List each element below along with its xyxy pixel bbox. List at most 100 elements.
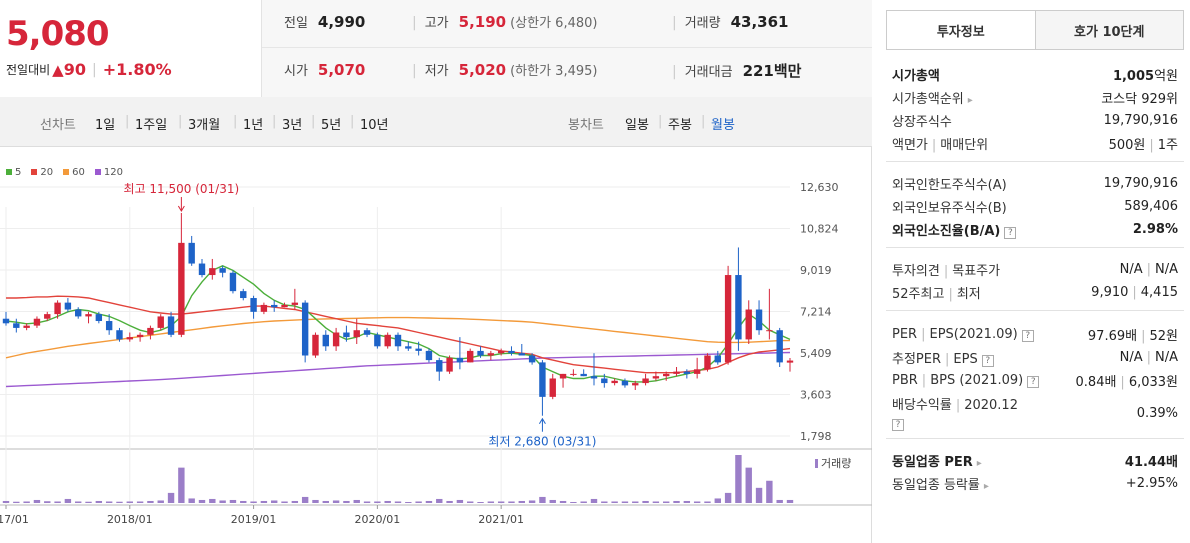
volume-bar [415, 501, 422, 503]
volume-bar [508, 501, 515, 503]
volume-bar [13, 501, 20, 503]
volume-bar [446, 500, 453, 503]
candle-body [776, 330, 783, 363]
candle-body [240, 291, 247, 299]
volume-bar [116, 501, 123, 503]
period-3y[interactable]: 3년 [282, 118, 303, 133]
volume-bar [178, 467, 185, 503]
quote-stats: 전일 4,990 | 고가 5,190 (상한가 6,480) | 거래량 43,361 시… [262, 0, 872, 97]
candle-body [229, 272, 237, 292]
candle-body [518, 353, 525, 356]
candle-body [126, 337, 133, 340]
invest-info: 시가총액 1,005억원 시가총액순위 ▸ 코스닥 929위 상장주식수 19,790,… [886, 60, 1184, 501]
volume-bar [353, 499, 360, 503]
volume-bar [291, 500, 299, 503]
info-row: 외국인한도주식수(A) 19,790,916 [892, 176, 1178, 193]
candle-body [219, 268, 226, 273]
period-1d[interactable]: 1일 [95, 118, 116, 133]
help-icon[interactable]: ? [1021, 330, 1034, 342]
volume-bar [157, 500, 164, 503]
period-selector: 선차트 1일 | 1주일 | 3개월 | 1년 | 3년 | 5년 | 10년 … [0, 97, 872, 147]
candle-body [549, 378, 556, 397]
legend-ma20: 20 [31, 167, 53, 178]
candle-body [167, 316, 175, 335]
volume-bar [477, 501, 484, 503]
x-tick-label: 2018/01 [107, 513, 153, 526]
prev-close: 전일 4,990 [284, 13, 366, 31]
help-icon[interactable]: ? [1027, 376, 1040, 388]
volume-bar [95, 500, 103, 503]
candle-chart-label: 봉차트 [568, 118, 604, 133]
cap-rank-link[interactable]: 시가총액순위 ▸ [892, 92, 973, 107]
volume-bar [621, 501, 629, 503]
day-low: | 저가 5,020 (하한가 3,495) [412, 61, 598, 79]
chevron-right-icon: ▸ [983, 481, 989, 492]
candle-weekly[interactable]: 주봉 [668, 118, 692, 133]
info-row: 시가총액순위 ▸ 코스닥 929위 [886, 86, 1184, 109]
candle-body [353, 330, 360, 338]
volume-bar [549, 499, 556, 503]
period-5y[interactable]: 5년 [321, 118, 342, 133]
candle-body [44, 314, 51, 319]
candle-monthly[interactable]: 월봉 [711, 118, 735, 133]
volume-bar [312, 499, 319, 503]
legend-ma60: 60 [63, 167, 85, 178]
period-3m[interactable]: 3개월 [188, 118, 221, 133]
legend-ma120: 120 [94, 167, 123, 178]
volume-bar [652, 501, 660, 503]
volume-bar [611, 501, 618, 503]
volume-bar [322, 500, 329, 503]
period-1y[interactable]: 1년 [243, 118, 264, 133]
x-tick-label: 2020/01 [355, 513, 401, 526]
candle-body [322, 334, 329, 347]
candlestick-chart[interactable]: 12,63010,8249,0197,2145,4093,6031,798201… [0, 147, 872, 543]
candle-body [147, 327, 154, 335]
volume-bar [301, 496, 309, 503]
candle-body [611, 380, 618, 384]
candle-daily[interactable]: 일봉 [625, 118, 649, 133]
candle-body [786, 360, 794, 363]
y-tick-label: 9,019 [800, 264, 832, 277]
period-1w[interactable]: 1주일 [135, 118, 168, 133]
candle-body [497, 350, 505, 354]
volume-bar [105, 501, 113, 503]
high-annotation: 최고 11,500 (01/31) [124, 182, 240, 196]
ma60-line [5, 316, 790, 359]
info-row: 투자의견 | 목표주가 N/A | N/A [892, 262, 1178, 279]
sector-chg-link[interactable]: 동일업종 등락률 ▸ [892, 478, 989, 493]
tab-orderbook[interactable]: 호가 10단계 [1034, 11, 1183, 49]
candle-body [85, 314, 92, 317]
volume-bar [663, 501, 670, 503]
y-tick-label: 3,603 [800, 389, 832, 402]
y-tick-label: 12,630 [800, 181, 839, 194]
tab-invest-info[interactable]: 투자정보 [887, 11, 1035, 49]
info-row: PBR | BPS (2021.09)? 0.84배 | 6,033원 [892, 373, 1178, 390]
candle-body [271, 304, 278, 308]
volume-bar [54, 501, 61, 503]
candle-body [704, 355, 711, 370]
volume-bar [735, 455, 742, 503]
volume-bar [64, 498, 72, 503]
help-icon[interactable]: ? [1004, 227, 1017, 239]
candle-body [425, 350, 433, 361]
info-group-sector: 동일업종 PER ▸ 41.44배 동일업종 등락률 ▸ +2.95% [886, 439, 1184, 501]
candle-body [673, 371, 680, 374]
volume-bar [786, 499, 794, 503]
y-tick-label: 7,214 [800, 306, 832, 319]
chevron-right-icon: ▸ [967, 95, 973, 106]
period-10y[interactable]: 10년 [360, 118, 389, 133]
stats-row-2: 시가 5,070 | 저가 5,020 (하한가 3,495) | 거래대금 221백만 [262, 48, 872, 96]
volume-bar [642, 500, 649, 503]
info-row: 액면가 | 매매단위 500원 | 1주 [892, 138, 1178, 153]
volume-bar [559, 500, 567, 503]
candle-body [33, 318, 41, 326]
candle-body [281, 304, 288, 308]
help-icon[interactable]: ? [981, 355, 994, 367]
volume-bar [425, 500, 433, 503]
volume-bar [167, 492, 175, 503]
help-icon[interactable]: ? [892, 419, 904, 431]
volume-bar [601, 501, 608, 503]
low-annotation: 최저 2,680 (03/31) [488, 435, 596, 449]
chevron-right-icon: ▸ [976, 458, 982, 469]
sector-per-link[interactable]: 동일업종 PER ▸ [892, 455, 982, 470]
